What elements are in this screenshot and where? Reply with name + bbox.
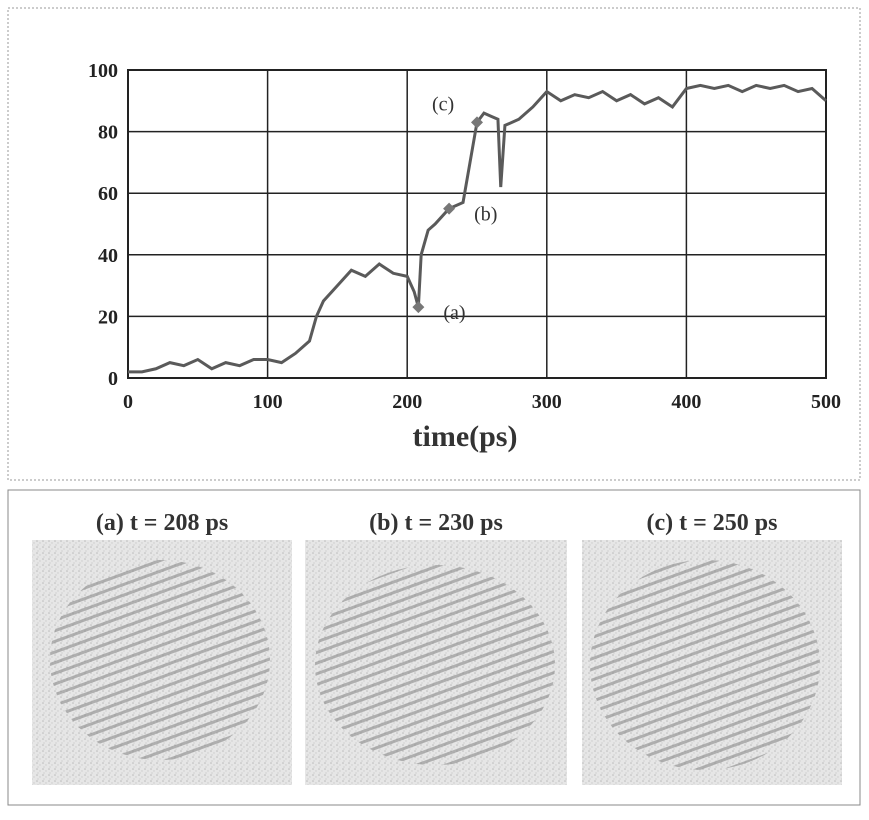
x-tick-label: 200 (392, 391, 422, 413)
y-tick-label: 60 (98, 183, 118, 205)
snapshots (32, 540, 842, 785)
x-tick-label: 100 (253, 391, 283, 413)
y-tick-label: 40 (98, 245, 118, 267)
annotation: (c) (432, 93, 454, 115)
annotation-marker (443, 202, 456, 215)
annotation: (a) (443, 302, 465, 324)
snapshot-b-pattern (315, 565, 555, 765)
y-tick-label: 80 (98, 122, 118, 144)
data-line (128, 83, 827, 374)
x-tick-label: 400 (671, 391, 701, 413)
y-tick-label: 20 (98, 306, 118, 328)
y-tick-label: 0 (108, 368, 118, 390)
snapshot-a-pattern (50, 560, 270, 760)
panel-title: (a) t = 208 ps (96, 510, 228, 536)
y-tick-label: 100 (88, 60, 118, 82)
panel-title: (b) t = 230 ps (369, 510, 503, 536)
x-axis-label: time(ps) (413, 420, 518, 453)
annotation: (b) (474, 204, 497, 226)
x-tick-label: 300 (532, 391, 562, 413)
panel-title: (c) t = 250 ps (647, 510, 778, 536)
x-tick-label: 500 (811, 391, 841, 413)
x-tick-label: 0 (123, 391, 133, 413)
annotation-marker (412, 301, 425, 314)
snapshot-c-pattern (590, 560, 820, 770)
annotation-marker (471, 116, 483, 129)
